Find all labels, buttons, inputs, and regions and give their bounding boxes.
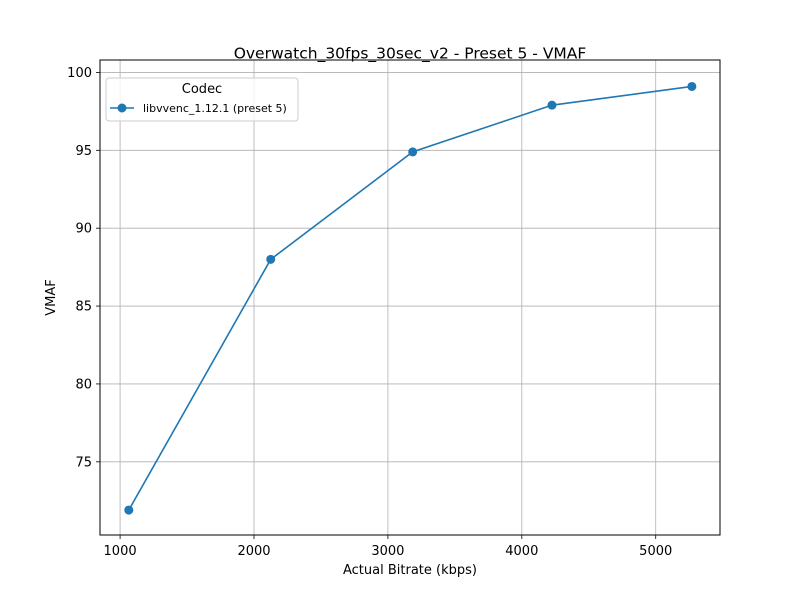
legend-entry-label: libvvenc_1.12.1 (preset 5)	[143, 102, 287, 115]
x-axis: 1000 2000 3000 4000 5000	[104, 535, 672, 559]
x-tick-label: 2000	[237, 544, 270, 559]
chart-title: Overwatch_30fps_30sec_v2 - Preset 5 - VM…	[234, 45, 587, 64]
y-axis-label: VMAF	[44, 279, 59, 315]
plot-frame	[99, 59, 721, 536]
y-tick-label: 90	[75, 222, 92, 237]
x-tick-label: 4000	[505, 544, 538, 559]
legend-marker	[117, 103, 127, 113]
y-tick-label: 75	[75, 455, 92, 470]
x-tick-label: 3000	[371, 544, 404, 559]
legend-frame	[105, 77, 299, 122]
data-point	[408, 147, 418, 157]
y-axis: 75 80 85 90 95 100	[67, 66, 100, 470]
y-tick-label: 95	[75, 144, 92, 159]
y-tick-label: 80	[75, 377, 92, 392]
data-point	[547, 100, 557, 110]
series-layer	[124, 81, 697, 515]
x-tick-label: 1000	[104, 544, 137, 559]
y-tick-label: 100	[67, 66, 92, 81]
x-axis-label: Actual Bitrate (kbps)	[343, 563, 477, 578]
x-tick-label: 5000	[639, 544, 672, 559]
legend: Codec libvvenc_1.12.1 (preset 5)	[105, 77, 299, 122]
data-point	[687, 81, 697, 91]
y-tick-label: 85	[75, 300, 92, 315]
legend-title: Codec	[182, 82, 222, 97]
data-point	[124, 505, 134, 515]
data-point	[266, 254, 276, 264]
